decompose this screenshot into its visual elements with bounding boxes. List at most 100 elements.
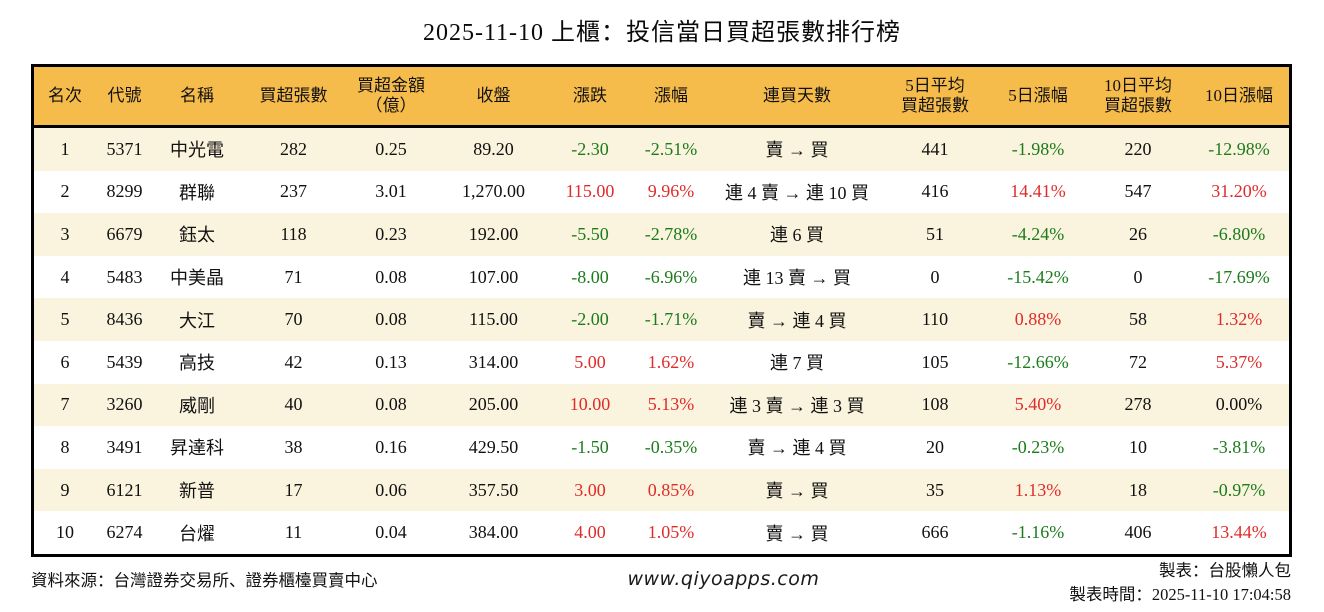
cell-name: 威剛 [179, 395, 215, 416]
cell-rank: 1 [60, 138, 70, 159]
column-header-avg10: 10日平均 買超張數 [1087, 65, 1189, 128]
cell-code: 6121 [106, 479, 143, 500]
cell-net_buy: 70 [284, 309, 303, 330]
cell-net_buy: 38 [284, 436, 303, 457]
cell-avg5: 666 [921, 522, 949, 543]
cell-avg10: 72 [1129, 351, 1147, 372]
cell-rank: 8 [60, 436, 70, 457]
cell-code: 8299 [106, 181, 143, 202]
table-row: 9 6121 新普 17 0.06 357.50 3.00 0.85% 賣 → 買 35 1.13%… [32, 468, 1291, 512]
ranking-table: 名次 代號 名稱 買超張數 買超金額 （億） 收盤 漲跌 漲幅 連買天數 5日平均 買超張數 5日漲… [31, 64, 1292, 557]
cell-streak: 連 7 買 [770, 353, 824, 374]
table-row: 7 3260 威剛 40 0.08 205.00 10.00 5.13% 連 3 賣 → 連 3… [32, 383, 1291, 427]
cell-rank: 4 [60, 266, 70, 287]
cell-name: 大江 [179, 310, 215, 331]
column-header-streak: 連買天數 [713, 65, 881, 128]
cell-streak: 賣 → 連 4 買 [747, 438, 847, 459]
cell-rank: 7 [60, 394, 70, 415]
table-row: 1 5371 中光電 282 0.25 89.20 -2.30 -2.51% 賣 → 買 441 -… [32, 126, 1291, 171]
cell-avg10: 406 [1124, 522, 1152, 543]
cell-name: 台燿 [179, 523, 215, 544]
cell-change: -2.30 [571, 138, 609, 159]
cell-change_pct: -1.71% [644, 309, 698, 330]
cell-pct10: -6.80% [1212, 223, 1266, 244]
cell-avg5: 110 [921, 309, 949, 330]
cell-net_amount: 0.23 [375, 223, 407, 244]
cell-net_amount: 0.08 [375, 309, 407, 330]
cell-change: -2.00 [571, 309, 609, 330]
cell-close: 115.00 [469, 309, 518, 330]
cell-change: 5.00 [574, 351, 606, 372]
column-header-rank: 名次 [32, 65, 96, 128]
cell-pct5: -1.16% [1011, 522, 1065, 543]
cell-name: 群聯 [179, 182, 215, 203]
cell-streak: 賣 → 買 [765, 140, 829, 161]
cell-avg10: 58 [1129, 309, 1147, 330]
cell-rank: 9 [60, 479, 70, 500]
column-header-close: 收盤 [436, 65, 551, 128]
cell-name: 中光電 [170, 140, 224, 161]
cell-avg5: 416 [921, 181, 949, 202]
cell-name: 鈺太 [179, 225, 215, 246]
cell-change_pct: 9.96% [647, 181, 695, 202]
cell-code: 3260 [106, 394, 143, 415]
cell-net_buy: 71 [284, 266, 303, 287]
cell-streak: 賣 → 買 [765, 481, 829, 502]
cell-change: 3.00 [574, 479, 606, 500]
cell-streak: 連 13 賣 → 買 [743, 268, 851, 289]
column-header-net_amount: 買超金額 （億） [346, 65, 436, 128]
cell-code: 5371 [106, 138, 143, 159]
cell-net_buy: 11 [284, 522, 303, 543]
cell-pct5: 0.88% [1014, 309, 1062, 330]
cell-net_amount: 0.13 [375, 351, 407, 372]
cell-streak: 賣 → 買 [765, 523, 829, 544]
cell-rank: 6 [60, 351, 70, 372]
cell-avg10: 220 [1124, 138, 1152, 159]
cell-pct10: 1.32% [1215, 309, 1263, 330]
cell-code: 5483 [106, 266, 143, 287]
cell-net_amount: 0.04 [375, 522, 407, 543]
cell-code: 5439 [106, 351, 143, 372]
cell-name: 新普 [179, 481, 215, 502]
cell-net_buy: 42 [284, 351, 303, 372]
cell-close: 205.00 [468, 394, 519, 415]
cell-pct5: -1.98% [1011, 138, 1065, 159]
table-header: 名次 代號 名稱 買超張數 買超金額 （億） 收盤 漲跌 漲幅 連買天數 5日平均 買超張數 5日漲… [32, 65, 1291, 128]
cell-change: -8.00 [571, 266, 609, 287]
data-source-text: 資料來源：台灣證券交易所、證券櫃檯買賣中心 [31, 571, 378, 590]
cell-rank: 3 [60, 223, 70, 244]
table-row: 2 8299 群聯 237 3.01 1,270.00 115.00 9.96% 連 4 賣 →… [32, 170, 1291, 214]
cell-close: 89.20 [473, 138, 514, 159]
table-body: 1 5371 中光電 282 0.25 89.20 -2.30 -2.51% 賣 → 買 441-… [32, 126, 1291, 556]
cell-close: 429.50 [468, 436, 519, 457]
table-row: 10 6274 台燿 11 0.04 384.00 4.00 1.05% 賣 → 買 666 -1.… [32, 511, 1291, 556]
cell-pct5: -15.42% [1007, 266, 1069, 287]
cell-net_buy: 17 [284, 479, 303, 500]
cell-pct10: -17.69% [1208, 266, 1270, 287]
cell-change_pct: -6.96% [644, 266, 698, 287]
table-row: 5 8436 大江 70 0.08 115.00 -2.00 -1.71% 賣 → 連 4 買 1… [32, 298, 1291, 341]
cell-net_amount: 0.25 [375, 138, 407, 159]
cell-change_pct: -0.35% [644, 436, 698, 457]
cell-pct5: 14.41% [1010, 181, 1066, 202]
footer: 資料來源：台灣證券交易所、證券櫃檯買賣中心 www.qiyoapps.com 製… [31, 558, 1291, 608]
credits-block: 製表：台股懶人包 製表時間：2025-11-10 17:04:58 [1069, 558, 1291, 607]
cell-close: 107.00 [468, 266, 519, 287]
website-text: www.qiyoapps.com [627, 568, 820, 590]
cell-net_amount: 0.08 [375, 394, 407, 415]
cell-pct10: 13.44% [1211, 522, 1267, 543]
cell-rank: 5 [60, 309, 70, 330]
cell-pct10: -0.97% [1212, 479, 1266, 500]
cell-change: -1.50 [571, 436, 609, 457]
table-row: 3 6679 鈺太 118 0.23 192.00 -5.50 -2.78% 連 6 買 51 -4… [32, 213, 1291, 256]
cell-pct10: 0.00% [1215, 394, 1263, 415]
cell-close: 384.00 [468, 522, 519, 543]
column-header-net_buy: 買超張數 [241, 65, 346, 128]
cell-avg10: 18 [1129, 479, 1147, 500]
cell-code: 6274 [106, 522, 143, 543]
made-time-text: 製表時間：2025-11-10 17:04:58 [1069, 584, 1291, 604]
cell-code: 8436 [106, 309, 143, 330]
cell-name: 高技 [179, 353, 215, 374]
column-header-change_pct: 漲幅 [629, 65, 713, 128]
